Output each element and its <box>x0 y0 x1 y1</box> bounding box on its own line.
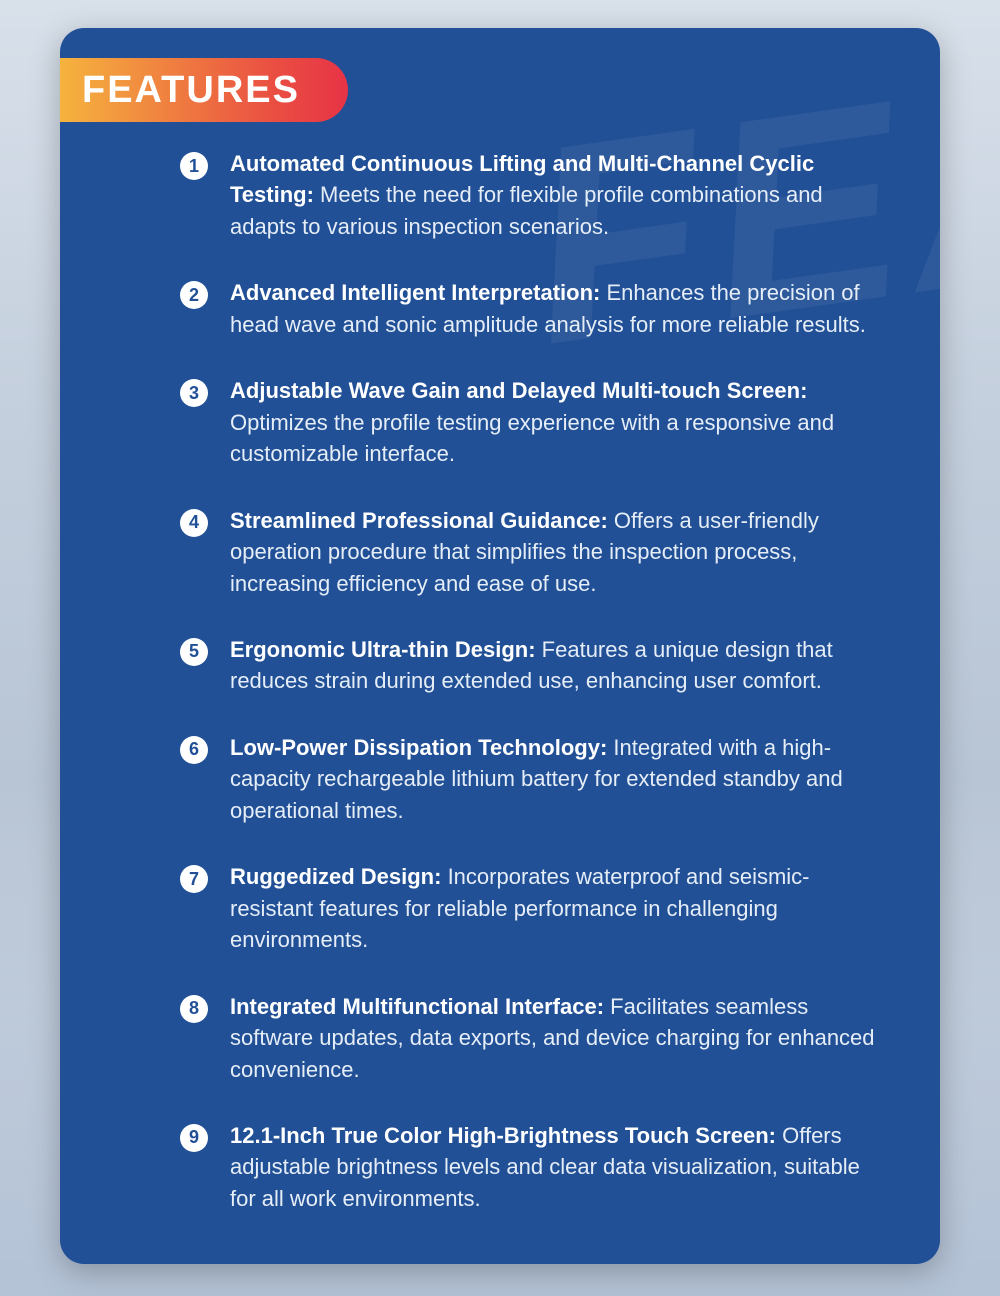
feature-item: 8 Integrated Multifunctional Interface: F… <box>180 991 880 1085</box>
feature-text: Streamlined Professional Guidance: Offer… <box>230 505 880 599</box>
feature-text: 12.1-Inch True Color High-Brightness Tou… <box>230 1120 880 1214</box>
feature-item: 5 Ergonomic Ultra-thin Design: Features a… <box>180 634 880 697</box>
feature-number-badge: 5 <box>180 638 208 666</box>
features-badge: FEATURES <box>60 58 348 122</box>
feature-item: 6 Low-Power Dissipation Technology: Integ… <box>180 732 880 826</box>
feature-text: Ruggedized Design: Incorporates waterpro… <box>230 861 880 955</box>
feature-item: 9 12.1-Inch True Color High-Brightness To… <box>180 1120 880 1214</box>
feature-number-badge: 9 <box>180 1124 208 1152</box>
feature-title: Adjustable Wave Gain and Delayed Multi-t… <box>230 378 807 403</box>
feature-body: Optimizes the profile testing experience… <box>230 410 834 466</box>
feature-title: Ruggedized Design: <box>230 864 441 889</box>
feature-title: 12.1-Inch True Color High-Brightness Tou… <box>230 1123 776 1148</box>
feature-title: Streamlined Professional Guidance: <box>230 508 608 533</box>
feature-body: Meets the need for flexible profile comb… <box>230 182 823 238</box>
feature-text: Ergonomic Ultra-thin Design: Features a … <box>230 634 880 697</box>
feature-item: 4 Streamlined Professional Guidance: Offe… <box>180 505 880 599</box>
feature-item: 3 Adjustable Wave Gain and Delayed Multi-… <box>180 375 880 469</box>
feature-text: Integrated Multifunctional Interface: Fa… <box>230 991 880 1085</box>
feature-number-badge: 2 <box>180 281 208 309</box>
feature-title: Ergonomic Ultra-thin Design: <box>230 637 536 662</box>
feature-number-badge: 6 <box>180 736 208 764</box>
feature-text: Low-Power Dissipation Technology: Integr… <box>230 732 880 826</box>
feature-text: Automated Continuous Lifting and Multi-C… <box>230 148 880 242</box>
features-list: 1 Automated Continuous Lifting and Multi-… <box>180 148 880 1214</box>
feature-number-badge: 1 <box>180 152 208 180</box>
features-card: FEA FEATURES 1Automated Continuous Lifti… <box>60 28 940 1264</box>
feature-number-badge: 7 <box>180 865 208 893</box>
feature-item: 7 Ruggedized Design: Incorporates waterpr… <box>180 861 880 955</box>
feature-text: Advanced Intelligent Interpretation: Enh… <box>230 277 880 340</box>
feature-text: Adjustable Wave Gain and Delayed Multi-t… <box>230 375 880 469</box>
feature-title: Advanced Intelligent Interpretation: <box>230 280 600 305</box>
feature-number-badge: 8 <box>180 995 208 1023</box>
feature-number-badge: 4 <box>180 509 208 537</box>
feature-item: 1 Automated Continuous Lifting and Multi-… <box>180 148 880 242</box>
feature-title: Integrated Multifunctional Interface: <box>230 994 604 1019</box>
feature-number-badge: 3 <box>180 379 208 407</box>
feature-item: 2 Advanced Intelligent Interpretation: En… <box>180 277 880 340</box>
feature-title: Low-Power Dissipation Technology: <box>230 735 607 760</box>
